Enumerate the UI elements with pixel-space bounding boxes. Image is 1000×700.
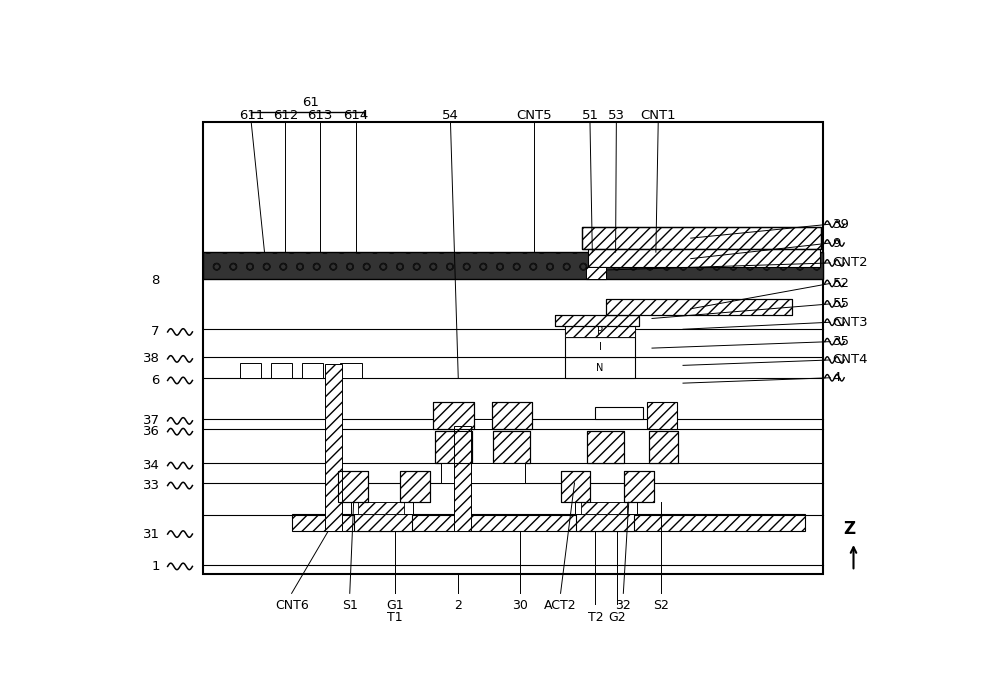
Text: 614: 614 (343, 108, 369, 122)
Text: 8: 8 (152, 274, 160, 287)
Bar (555, 315, 639, 326)
Text: 33: 33 (143, 479, 160, 492)
Bar (624, 471, 654, 503)
Bar (576, 514, 634, 531)
Text: G1: G1 (386, 598, 404, 612)
Text: 1: 1 (151, 560, 160, 573)
Bar (435, 430, 472, 463)
Bar (351, 503, 413, 514)
Text: CNT5: CNT5 (516, 108, 552, 122)
Text: 2: 2 (454, 598, 462, 612)
Text: T1: T1 (387, 611, 403, 624)
Text: 61: 61 (303, 96, 319, 108)
Text: 53: 53 (608, 108, 625, 122)
Bar (582, 227, 821, 249)
Text: 54: 54 (442, 108, 459, 122)
Bar (595, 407, 643, 419)
Text: CNT6: CNT6 (275, 598, 308, 612)
Text: 35: 35 (833, 335, 850, 348)
Bar (454, 426, 471, 531)
Text: 4: 4 (833, 371, 841, 384)
Bar (358, 503, 404, 514)
Text: 7: 7 (151, 326, 160, 338)
Text: CNT4: CNT4 (833, 354, 868, 367)
Bar (435, 430, 472, 463)
Text: S1: S1 (342, 598, 358, 612)
Bar (565, 357, 635, 378)
Bar (441, 463, 525, 483)
Text: G2: G2 (608, 611, 626, 624)
Bar (588, 249, 820, 267)
Bar (581, 503, 627, 514)
Bar (555, 315, 639, 326)
Bar (561, 471, 590, 503)
Text: 32: 32 (615, 598, 631, 612)
Text: 38: 38 (143, 352, 160, 365)
Bar (492, 402, 532, 429)
Text: 6: 6 (152, 374, 160, 387)
Text: P: P (597, 326, 603, 337)
Bar (302, 363, 323, 378)
Bar (649, 430, 678, 463)
Bar (338, 471, 368, 503)
Bar (561, 471, 590, 503)
Bar (400, 471, 430, 503)
Bar (433, 402, 474, 429)
Bar (565, 326, 635, 337)
Bar (624, 471, 654, 503)
Bar (400, 471, 430, 503)
Bar (606, 299, 792, 315)
Text: 613: 613 (308, 108, 333, 122)
Bar (493, 430, 530, 463)
Bar (340, 363, 362, 378)
Text: 37: 37 (143, 414, 160, 428)
Text: 51: 51 (582, 108, 598, 122)
Bar (202, 252, 822, 279)
Bar (202, 122, 822, 575)
Bar (606, 299, 792, 315)
Bar (574, 503, 637, 514)
Text: 55: 55 (833, 298, 850, 310)
Text: N: N (596, 363, 604, 372)
Bar (354, 514, 412, 531)
Bar (565, 326, 635, 337)
Bar (202, 252, 822, 279)
Bar (325, 364, 342, 531)
Bar (649, 430, 678, 463)
Bar (457, 419, 507, 429)
Text: I: I (599, 342, 602, 352)
Bar (586, 267, 606, 279)
Text: ACT2: ACT2 (544, 598, 577, 612)
Text: 36: 36 (143, 425, 160, 438)
Bar (582, 227, 821, 249)
Text: 34: 34 (143, 459, 160, 472)
Text: 611: 611 (239, 108, 264, 122)
Text: CNT3: CNT3 (833, 316, 868, 329)
Text: 30: 30 (512, 598, 528, 612)
Bar (587, 430, 624, 463)
Text: 52: 52 (833, 277, 850, 290)
Bar (292, 514, 805, 531)
Text: 612: 612 (273, 108, 298, 122)
Text: CNT1: CNT1 (640, 108, 676, 122)
Bar (338, 471, 368, 503)
Text: 31: 31 (143, 528, 160, 540)
Text: 9: 9 (833, 237, 841, 249)
Bar (647, 402, 677, 429)
Bar (433, 402, 474, 429)
Bar (586, 267, 606, 279)
Bar (240, 363, 261, 378)
Bar (492, 402, 532, 429)
Bar (493, 430, 530, 463)
Bar (565, 337, 635, 357)
Text: CNT2: CNT2 (833, 256, 868, 270)
Bar (587, 430, 624, 463)
Text: 39: 39 (833, 218, 849, 230)
Text: S2: S2 (653, 598, 669, 612)
Bar (202, 252, 822, 279)
Text: T2: T2 (588, 611, 603, 624)
Bar (271, 363, 292, 378)
Text: Z: Z (844, 520, 856, 538)
